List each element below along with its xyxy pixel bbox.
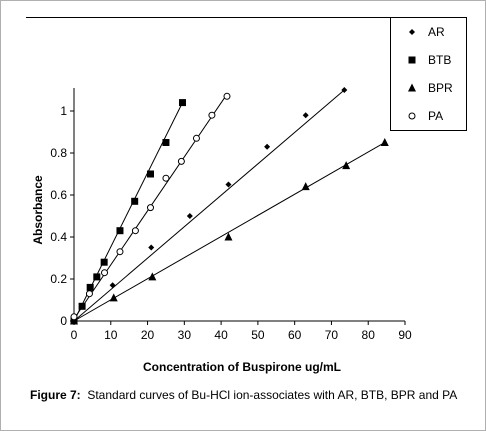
data-point-pa [101,269,109,277]
legend-marker-ar [409,29,415,35]
data-point-pa [85,290,93,298]
data-point-ar [148,244,155,251]
data-point-pa [116,248,124,256]
data-point-ar [302,112,309,119]
x-tick-label: 0 [71,328,78,342]
legend-label-pa: PA [428,109,443,123]
data-point-btb [131,197,139,205]
legend-label-btb: BTB [428,53,451,67]
data-point-btb [100,258,108,266]
x-tick-label: 80 [362,328,376,342]
axes: 0 10 20 30 40 50 60 70 80 90 0 0.2 0.4 0.6 0.8 1 [50,88,412,342]
caption-text: Standard curves of Bu-HCl ion-associates… [87,388,458,402]
fit-line-bpr [73,142,386,322]
y-tick-label: 0 [60,314,67,328]
y-tick-label: 1 [60,104,67,118]
data-point-ar [341,87,348,93]
data-point-ar [186,213,193,219]
y-tick-label: 0.2 [50,272,67,286]
data-point-bpr [148,272,157,281]
data-point-btb [78,302,86,310]
data-point-bpr [70,316,78,325]
data-point-pa [192,134,200,142]
data-point-pa [162,174,170,182]
data-markers [70,87,389,325]
y-tick-label: 0.8 [50,146,67,160]
legend-label-bpr: BPR [428,81,453,95]
data-point-pa [208,111,216,119]
x-tick-label: 20 [141,328,155,342]
y-axis-title: Absorbance [31,175,45,245]
data-point-ar [264,143,271,150]
data-point-btb [93,273,101,281]
data-point-pa [223,92,231,100]
data-point-pa [70,313,78,321]
caption-label: Figure 7: [30,388,81,402]
x-tick-label: 70 [325,328,339,342]
data-point-pa [146,204,154,212]
legend: AR BTB BPR PA [390,17,467,131]
x-axis-title: Concentration of Buspirone ug/mL [143,360,341,374]
legend-marker-bpr [408,83,416,92]
x-tick-label: 40 [214,328,228,342]
data-point-btb [178,99,186,107]
data-point-btb [86,283,94,291]
x-tick-label: 60 [288,328,302,342]
x-tick-label: 50 [251,328,265,342]
data-point-ar [225,181,232,188]
data-point-btb [146,170,154,178]
x-tick-label: 30 [178,328,192,342]
y-tick-label: 0.4 [50,230,67,244]
data-point-bpr [301,182,310,191]
data-point-pa [177,157,185,165]
data-point-bpr [342,161,351,170]
data-point-ar [109,282,116,289]
legend-marker-pa [408,112,416,120]
data-point-bpr [380,138,389,146]
data-point-btb [162,139,170,146]
y-tick-label: 0.6 [50,188,67,202]
legend-label-ar: AR [428,25,445,39]
x-tick-label: 90 [398,328,412,342]
data-point-bpr [109,293,118,302]
data-point-pa [131,227,139,235]
legend-marker-btb [408,56,416,64]
figure-caption: Figure 7: Standard curves of Bu-HCl ion-… [30,387,470,403]
fit-line-ar [73,89,345,322]
x-tick-label: 10 [104,328,118,342]
legend-box [390,17,467,131]
data-point-bpr [224,232,233,241]
data-point-btb [116,227,124,235]
